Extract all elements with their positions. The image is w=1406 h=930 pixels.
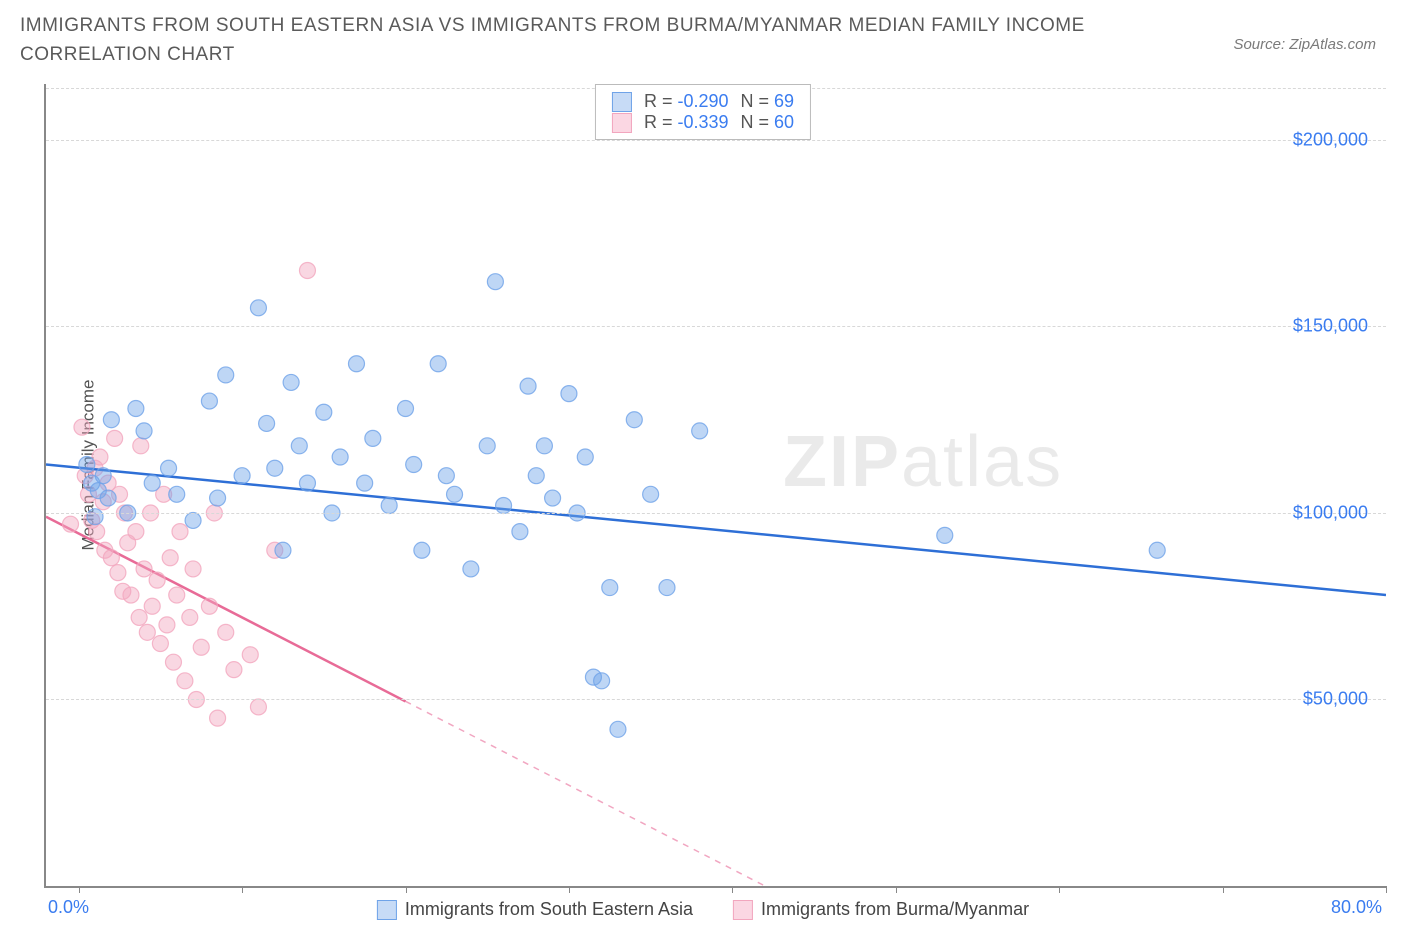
x-axis-start-label: 0.0% [48,897,89,918]
x-axis-end-label: 80.0% [1331,897,1382,918]
legend-row-blue: R = -0.290 N = 69 [612,91,794,112]
scatter-plot-svg [46,84,1386,886]
legend-row-pink: R = -0.339 N = 60 [612,112,794,133]
source-attribution: Source: ZipAtlas.com [1233,36,1376,53]
swatch-pink-icon [733,900,753,920]
legend-item-blue: Immigrants from South Eastern Asia [377,899,693,920]
series-legend: Immigrants from South Eastern Asia Immig… [377,899,1029,920]
swatch-blue-icon [377,900,397,920]
chart-title: IMMIGRANTS FROM SOUTH EASTERN ASIA VS IM… [20,12,1120,69]
swatch-pink [612,113,632,133]
legend-item-pink: Immigrants from Burma/Myanmar [733,899,1029,920]
chart-plot-area: ZIPatlas $50,000$100,000$150,000$200,000 [44,84,1386,888]
legend-label-pink: Immigrants from Burma/Myanmar [761,899,1029,920]
swatch-blue [612,92,632,112]
stats-legend: R = -0.290 N = 69 R = -0.339 N = 60 [595,84,811,140]
legend-label-blue: Immigrants from South Eastern Asia [405,899,693,920]
